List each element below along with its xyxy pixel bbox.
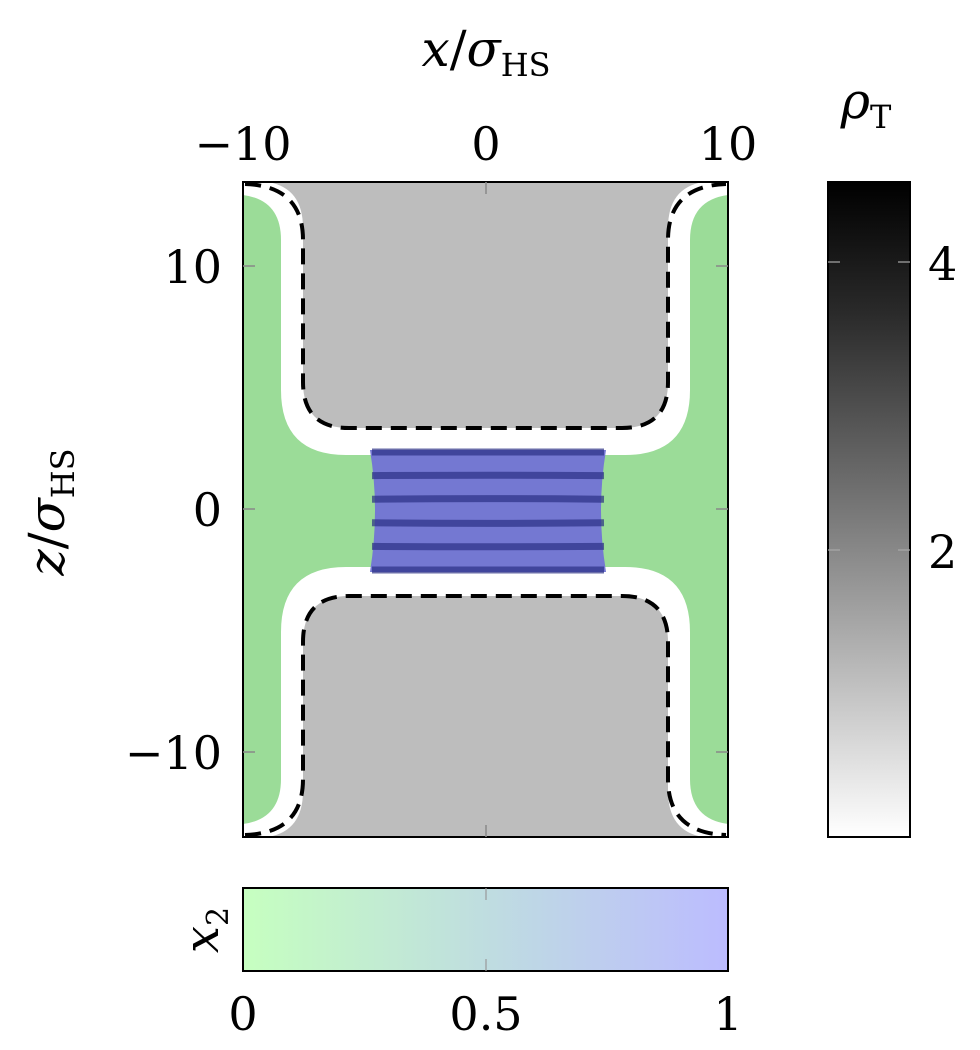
x-tick-label: 0 (471, 117, 500, 171)
slit-region (370, 448, 606, 574)
slit-fill (370, 450, 606, 572)
y-axis-title: z/σHS (18, 448, 82, 576)
x-axis-sigma: σ (467, 20, 503, 78)
x2-symbol: x (174, 926, 230, 953)
x2-colorbar: 0 0.5 1 x2 (174, 887, 743, 1041)
x-axis-title: x/σHS (421, 20, 550, 84)
x-axis-slash: / (450, 20, 467, 78)
rho-tick-label: 2 (928, 525, 957, 579)
wall-top (268, 182, 703, 428)
y-axis-sub: HS (44, 448, 82, 498)
slit-density-layer (371, 519, 605, 527)
rho-sub: T (870, 98, 892, 136)
y-axis-sigma: σ (18, 496, 76, 532)
rho-symbol: ρ (840, 72, 871, 130)
rho-colorbar-gradient (827, 181, 911, 838)
x-tick-label: 10 (699, 117, 758, 171)
y-axis-slash: / (18, 532, 76, 549)
x2-tick-label: 0 (228, 987, 257, 1041)
x2-tick-label: 0.5 (449, 987, 522, 1041)
rho-colorbar-ticks (828, 261, 910, 551)
rho-colorbar-title: ρT (840, 72, 892, 136)
density-heatmap (243, 182, 728, 837)
x-axis-var: x (421, 20, 449, 78)
y-axis-var: z (18, 549, 76, 577)
inner-ticks (243, 182, 728, 837)
rho-colorbar: 4 2 ρT (827, 72, 957, 838)
x2-sub: 2 (201, 907, 236, 926)
wall-top-outline (244, 182, 727, 430)
rho-tick-label: 4 (928, 237, 957, 291)
slit-density-layer (371, 495, 605, 503)
y-tick-label: 10 (163, 240, 222, 294)
x-axis-sub: HS (501, 46, 551, 84)
x-tick-label: −10 (194, 117, 291, 171)
x2-colorbar-gradient (242, 887, 729, 972)
y-tick-label: −10 (125, 726, 222, 780)
x2-colorbar-title: x2 (174, 907, 236, 953)
wall-bottom-outline (244, 594, 727, 837)
x2-tick-label: 1 (713, 987, 742, 1041)
wall-bottom (268, 596, 703, 837)
y-tick-label: 0 (193, 483, 222, 537)
slit-layers (371, 448, 605, 574)
